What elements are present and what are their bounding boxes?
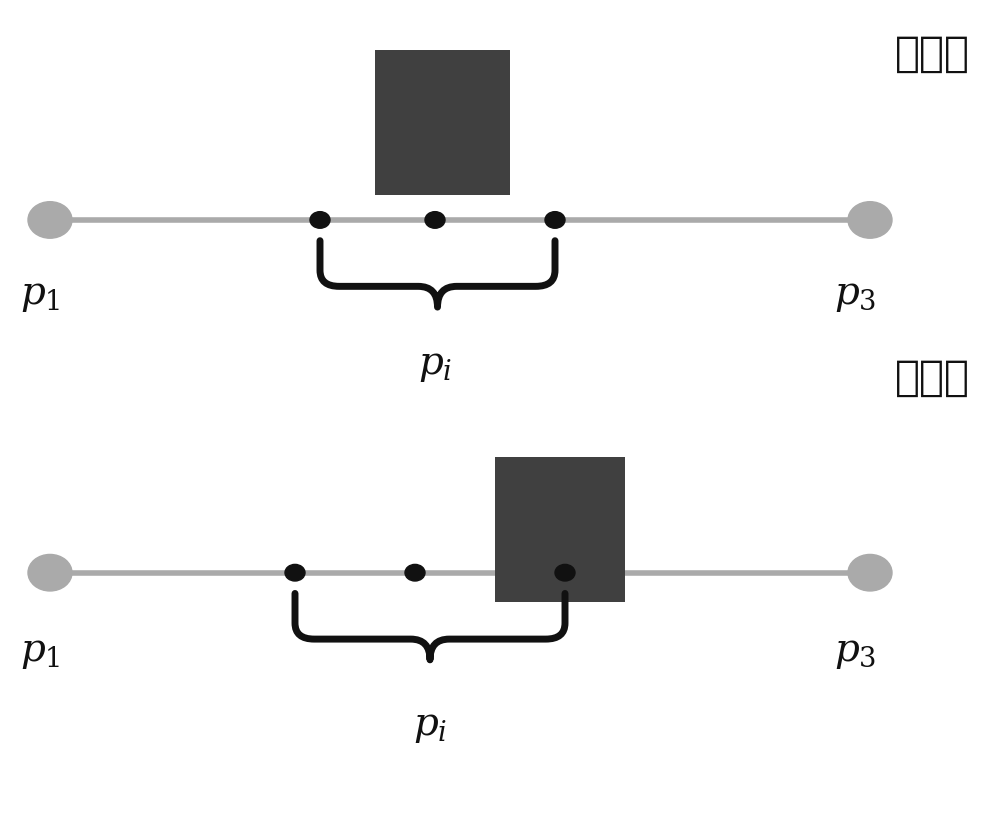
Text: $p_1$: $p_1$ xyxy=(20,632,60,671)
Text: $p_i$: $p_i$ xyxy=(413,707,447,745)
Text: 障碍内: 障碍内 xyxy=(895,357,970,398)
Circle shape xyxy=(848,554,892,591)
Text: $p_1$: $p_1$ xyxy=(20,276,60,314)
Text: $p_3$: $p_3$ xyxy=(834,276,876,314)
Circle shape xyxy=(555,564,575,581)
Circle shape xyxy=(28,202,72,238)
Circle shape xyxy=(405,564,425,581)
Text: $p_3$: $p_3$ xyxy=(834,632,876,671)
Bar xyxy=(375,50,510,195)
Circle shape xyxy=(545,212,565,228)
Circle shape xyxy=(848,202,892,238)
Text: 障碍外: 障碍外 xyxy=(895,33,970,75)
Circle shape xyxy=(285,564,305,581)
Bar xyxy=(495,457,625,602)
Circle shape xyxy=(28,554,72,591)
Circle shape xyxy=(425,212,445,228)
Circle shape xyxy=(310,212,330,228)
Text: $p_i$: $p_i$ xyxy=(418,346,452,384)
